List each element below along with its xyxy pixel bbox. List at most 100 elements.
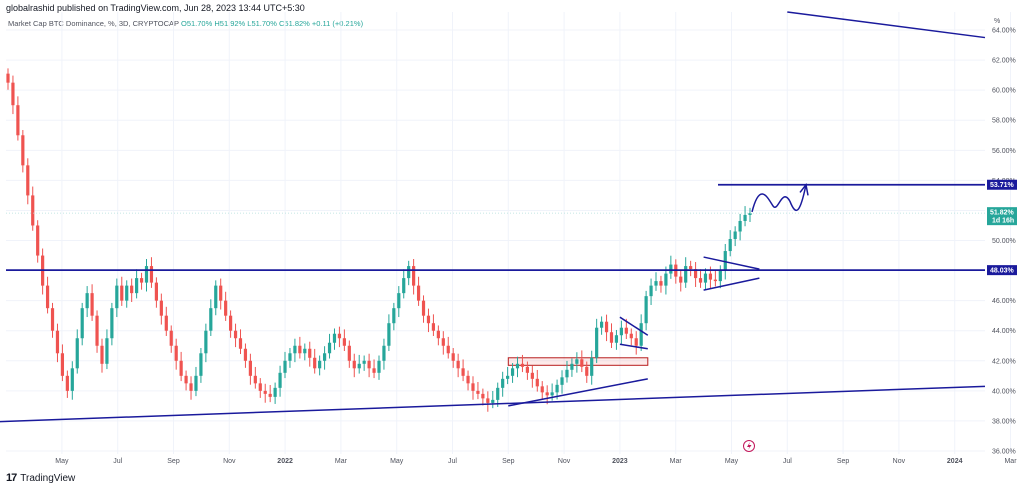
candle bbox=[6, 73, 10, 83]
candle bbox=[130, 285, 134, 294]
candle bbox=[238, 338, 243, 349]
candle bbox=[604, 321, 609, 333]
candle bbox=[421, 300, 426, 316]
candle bbox=[278, 372, 282, 388]
candle bbox=[194, 375, 198, 391]
trendline bbox=[787, 11, 986, 39]
x-tick-label: Jul bbox=[783, 458, 792, 465]
candle bbox=[115, 285, 119, 309]
candle bbox=[397, 293, 401, 309]
time-axis[interactable]: May Jul Sep Nov 2022 Mar May Jul Sep Nov 2023 Mar Ma… bbox=[55, 458, 1017, 465]
candle bbox=[95, 315, 99, 346]
x-tick-label: May bbox=[55, 458, 69, 465]
level-badge bbox=[987, 179, 1017, 190]
candle bbox=[303, 348, 307, 354]
candle bbox=[308, 348, 312, 358]
candle bbox=[362, 360, 366, 364]
candle bbox=[184, 375, 188, 384]
candle bbox=[70, 368, 74, 391]
y-tick-label: 44.00% bbox=[992, 328, 1016, 335]
x-tick-label: May bbox=[725, 458, 739, 465]
x-tick-label: Mar bbox=[1004, 458, 1017, 465]
candle bbox=[486, 398, 490, 403]
y-axis-unit: % bbox=[994, 18, 1000, 25]
candle bbox=[144, 266, 149, 283]
candle bbox=[90, 293, 94, 316]
candle bbox=[530, 372, 534, 379]
footer: 17 TradingView bbox=[6, 472, 75, 484]
candle bbox=[135, 278, 139, 294]
candle bbox=[426, 315, 431, 324]
candle bbox=[476, 390, 480, 394]
candle bbox=[357, 363, 361, 369]
event-marker[interactable] bbox=[743, 440, 755, 452]
candle bbox=[575, 359, 579, 364]
y-tick-label: 58.00% bbox=[992, 118, 1016, 125]
y-tick-label: 38.00% bbox=[992, 418, 1016, 425]
x-tick-label: Nov bbox=[893, 458, 906, 465]
trendline bbox=[619, 343, 648, 350]
candle bbox=[451, 353, 455, 361]
candle bbox=[624, 327, 628, 334]
lightning-bolt-icon bbox=[747, 442, 752, 450]
candle bbox=[55, 330, 60, 354]
candle bbox=[233, 330, 238, 339]
candle bbox=[684, 266, 688, 283]
y-tick-label: 40.00% bbox=[992, 388, 1016, 395]
candle bbox=[456, 360, 460, 369]
y-tick-label: 42.00% bbox=[992, 358, 1016, 365]
candle bbox=[332, 333, 337, 343]
candle bbox=[214, 285, 218, 309]
candle bbox=[387, 323, 391, 346]
candle bbox=[693, 269, 698, 279]
candle bbox=[515, 363, 520, 369]
candle bbox=[110, 308, 114, 339]
x-tick-label: May bbox=[390, 458, 404, 465]
grid bbox=[6, 12, 1011, 454]
candle bbox=[718, 270, 722, 282]
candle bbox=[733, 231, 737, 240]
candle bbox=[664, 273, 668, 286]
candle bbox=[525, 366, 529, 373]
candle bbox=[248, 360, 252, 376]
x-tick-label: Sep bbox=[167, 458, 180, 465]
candle bbox=[550, 392, 554, 396]
x-tick-label: 2024 bbox=[947, 458, 963, 465]
candle bbox=[412, 266, 416, 286]
candle bbox=[352, 360, 356, 369]
current-price-label: 51.82% bbox=[990, 210, 1015, 217]
candle bbox=[431, 323, 436, 331]
ohlc-values: O51.70% H51.92% L51.70% C51.82% +0.11 (+… bbox=[181, 19, 364, 28]
candle bbox=[436, 330, 440, 339]
y-tick-label: 50.00% bbox=[992, 238, 1016, 245]
candle bbox=[65, 375, 69, 391]
candle bbox=[174, 345, 178, 361]
y-tick-label: 64.00% bbox=[992, 28, 1016, 35]
x-tick-label: 2022 bbox=[277, 458, 293, 465]
y-tick-label: 36.00% bbox=[992, 448, 1016, 455]
candle bbox=[496, 387, 500, 400]
candle bbox=[26, 165, 30, 196]
candle bbox=[204, 330, 208, 354]
y-tick-label: 46.00% bbox=[992, 298, 1016, 305]
candle bbox=[149, 266, 154, 283]
candle bbox=[565, 369, 569, 378]
candle bbox=[600, 321, 604, 328]
candle bbox=[446, 345, 450, 354]
candle bbox=[258, 383, 262, 391]
candle bbox=[85, 293, 89, 309]
symbol-name: Market Cap BTC Dominance, %, 3D, CRYPTOC… bbox=[8, 19, 179, 28]
candle bbox=[654, 281, 658, 286]
price-axis[interactable]: 64.00%62.00%60.00%58.00%56.00%54.00%52.0… bbox=[987, 18, 1017, 455]
candle bbox=[253, 375, 257, 384]
price-chart[interactable]: 64.00%62.00%60.00%58.00%56.00%54.00%52.0… bbox=[0, 0, 1024, 470]
candle bbox=[327, 342, 332, 354]
candle bbox=[169, 330, 173, 346]
candle bbox=[21, 135, 25, 166]
candle bbox=[337, 333, 342, 339]
candle bbox=[416, 285, 421, 301]
candle bbox=[491, 399, 495, 403]
candle bbox=[11, 82, 15, 106]
x-tick-label: Jul bbox=[113, 458, 122, 465]
candle bbox=[669, 264, 673, 274]
